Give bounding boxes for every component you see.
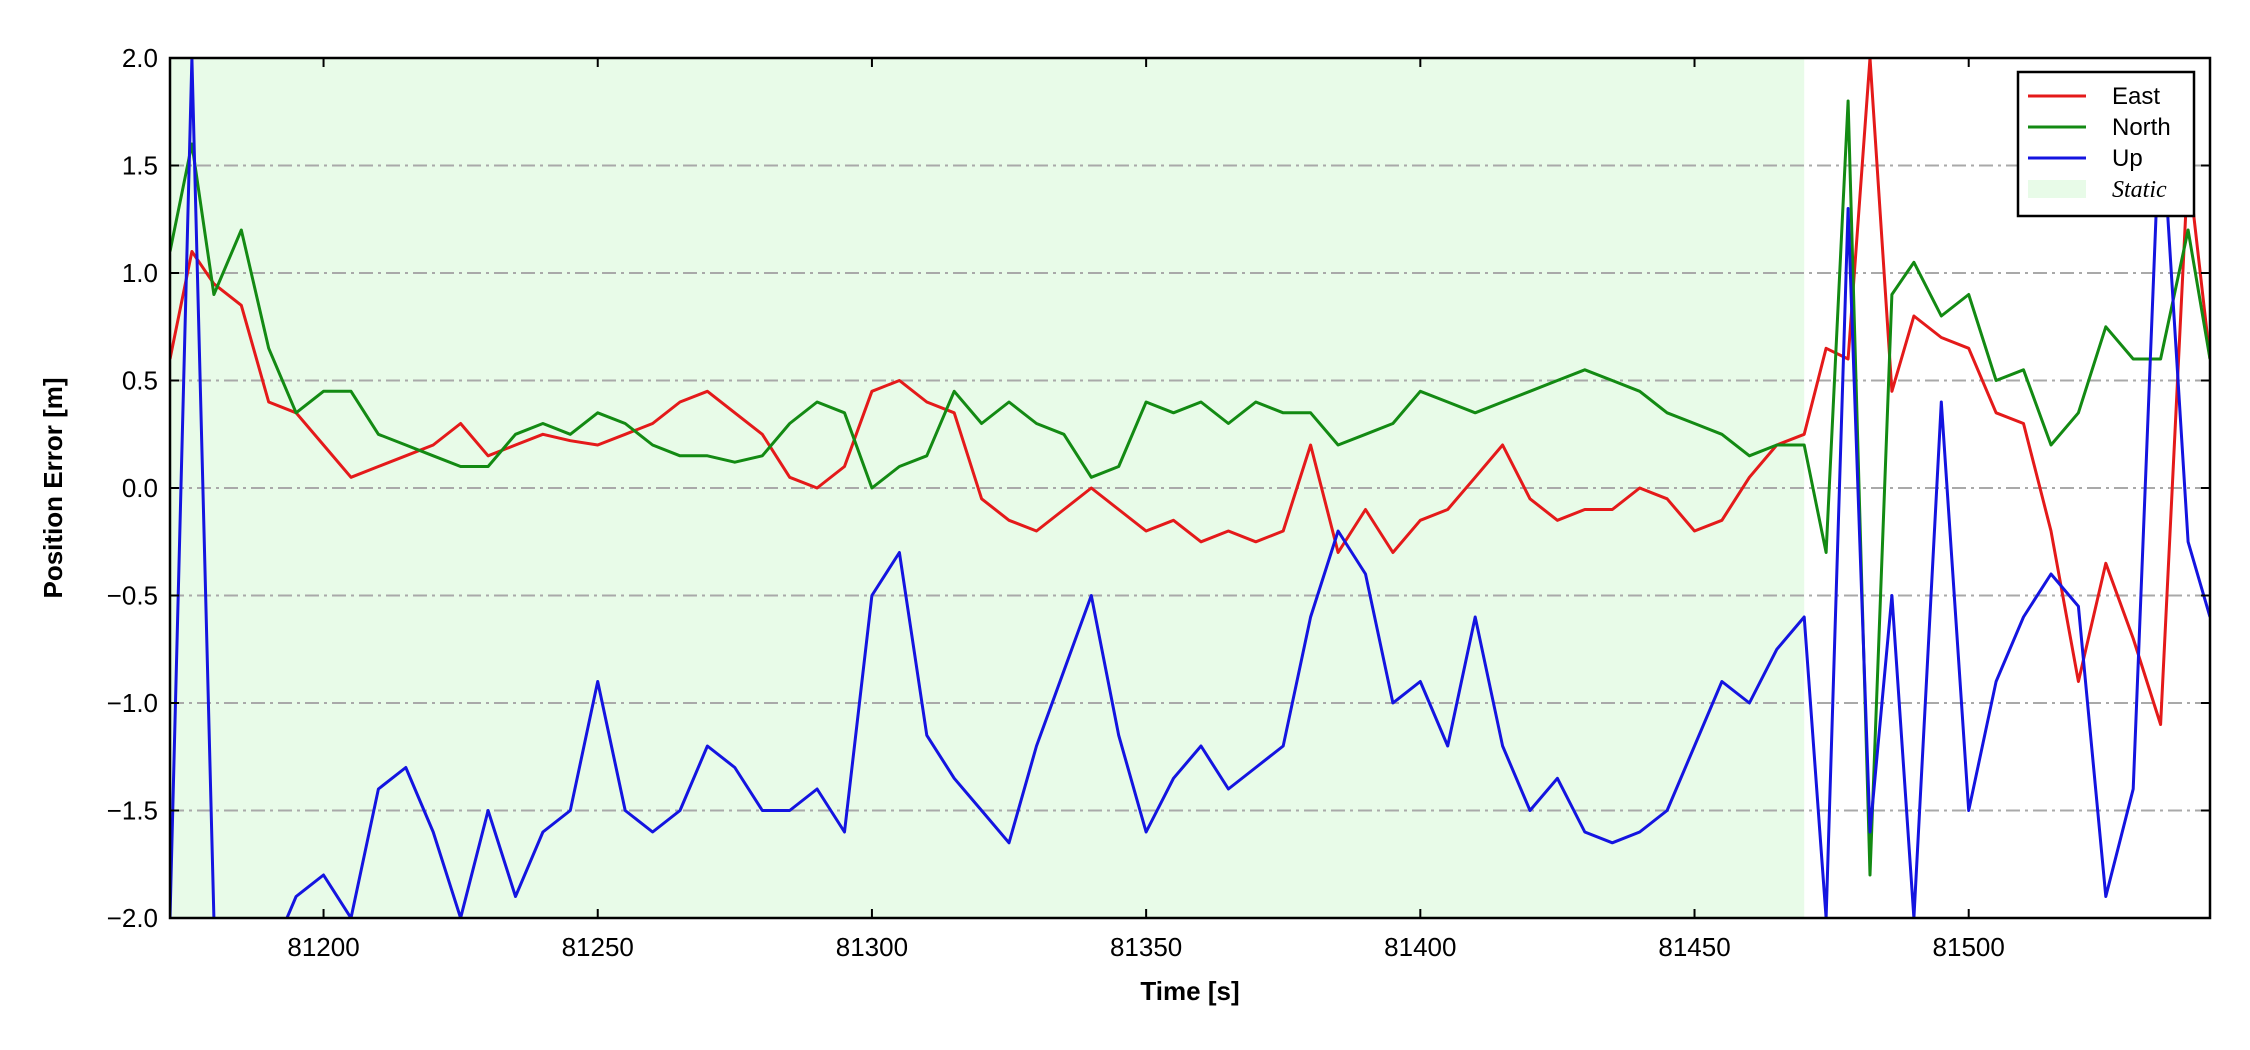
x-tick-label: 81500 — [1933, 932, 2005, 962]
y-tick-label: −1.5 — [107, 796, 158, 826]
legend-label-static: Static — [2112, 177, 2167, 203]
x-axis-title: Time [s] — [1140, 976, 1239, 1006]
series-line-east — [170, 58, 2210, 726]
series-line-up — [170, 58, 2210, 918]
legend-label-north: North — [2112, 114, 2171, 141]
y-tick-label: −2.0 — [107, 903, 158, 933]
legend-label-up: Up — [2112, 145, 2143, 172]
y-tick-label: −0.5 — [107, 581, 158, 611]
y-tick-label: 0.5 — [122, 366, 158, 396]
x-tick-label: 81200 — [287, 932, 359, 962]
y-tick-label: 0.0 — [122, 473, 158, 503]
x-tick-label: 81450 — [1658, 932, 1730, 962]
x-tick-label: 81300 — [836, 932, 908, 962]
legend: East North Up Static — [2016, 70, 2196, 218]
series-line-north — [170, 99, 2210, 877]
x-tick-label: 81400 — [1384, 932, 1456, 962]
legend-label-east: East — [2112, 83, 2160, 110]
x-tick-label: 81350 — [1110, 932, 1182, 962]
y-tick-label: −1.0 — [107, 688, 158, 718]
legend-swatch-static — [2028, 180, 2086, 198]
y-axis-title: Position Error [m] — [38, 377, 68, 598]
y-tick-label: 1.5 — [122, 151, 158, 181]
x-tick-label: 81250 — [562, 932, 634, 962]
y-tick-label: 1.0 — [122, 258, 158, 288]
y-tick-label: 2.0 — [122, 43, 158, 73]
